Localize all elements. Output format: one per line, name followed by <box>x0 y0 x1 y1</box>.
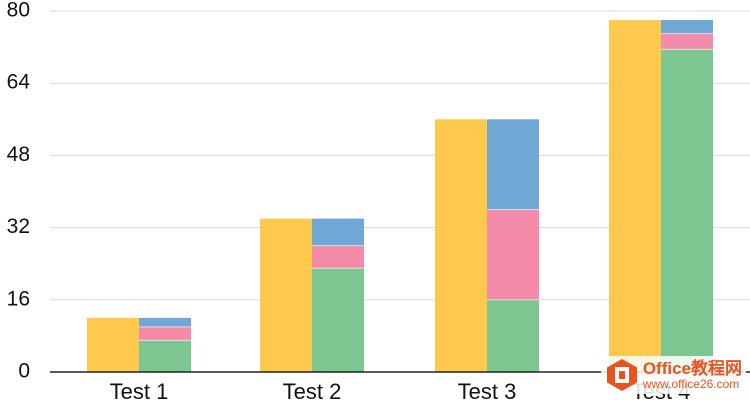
bar-segment-2-1 <box>260 218 312 372</box>
bar-segment-1-4 <box>139 317 191 327</box>
bar-segment-4-2 <box>661 49 713 372</box>
x-tick-label: Test 2 <box>283 379 342 400</box>
watermark-url: www.office26.com <box>642 376 740 391</box>
bar-segment-2-4 <box>312 218 364 246</box>
bar-segment-3-4 <box>487 119 539 210</box>
bars <box>87 20 713 373</box>
bar-segment-1-2 <box>139 340 191 372</box>
bar-segment-2-3 <box>312 245 364 269</box>
bar-segment-3-2 <box>487 299 539 372</box>
x-tick-label: Test 1 <box>110 379 169 400</box>
bar-segment-1-1 <box>87 317 139 372</box>
bar-segment-1-3 <box>139 326 191 341</box>
office-logo-icon <box>606 359 637 391</box>
y-tick-label: 0 <box>18 360 30 383</box>
x-tick-label: Test 3 <box>458 379 517 400</box>
watermark-title: Office教程网 <box>642 358 742 378</box>
bar-segment-2-2 <box>312 268 364 372</box>
watermark: Office教程网 www.office26.com <box>600 356 746 394</box>
y-tick-label: 32 <box>7 215 30 238</box>
bar-segment-4-1 <box>609 20 661 373</box>
y-tick-label: 16 <box>7 287 30 310</box>
y-axis-ticks: 0 16 32 48 64 80 <box>7 0 31 383</box>
bar-segment-4-3 <box>661 33 713 50</box>
y-tick-label: 64 <box>7 71 31 94</box>
y-tick-label: 80 <box>7 0 30 22</box>
bar-segment-4-4 <box>661 20 713 34</box>
bar-segment-3-1 <box>435 119 487 372</box>
bar-segment-3-3 <box>487 209 539 300</box>
y-tick-label: 48 <box>7 143 30 166</box>
